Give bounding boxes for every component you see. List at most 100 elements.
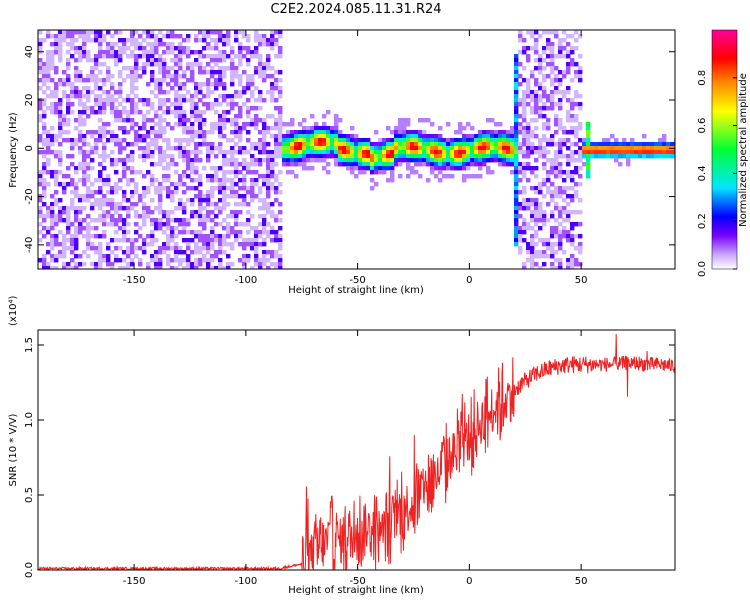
- spectrogram-cell-617: [110, 134, 115, 139]
- spectrogram-cell-33: [42, 62, 47, 67]
- spectrogram-cell-2697: [518, 130, 523, 135]
- spectrogram-cell-135: [54, 34, 59, 39]
- spectrogram-cell-173: [58, 46, 63, 51]
- spectrogram-cell-1201: [182, 110, 187, 115]
- snr-line: [38, 333, 675, 570]
- spectrogram-cell-114: [50, 134, 55, 139]
- spectrogram-cell-1799: [250, 226, 255, 231]
- spectrogram-cell-972: [154, 218, 159, 223]
- spectrogram-cell-1393: [202, 226, 207, 231]
- spectrogram-cell-2307: [386, 142, 391, 147]
- spectrogram-cell-3232: [598, 142, 603, 147]
- spectrogram-cell-2224: [350, 146, 355, 151]
- spectrogram-cell-3139: [570, 210, 575, 215]
- spectrogram-cell-989: [158, 78, 163, 83]
- spectrogram-cell-2261: [366, 146, 371, 151]
- spectrogram-cell-1172: [178, 118, 183, 123]
- spectrogram-cell-1010: [158, 194, 163, 199]
- spectrogram-cell-923: [150, 78, 155, 83]
- snr-ytick-label-2: 1.0: [24, 412, 35, 428]
- spectrogram-cell-2417: [426, 138, 431, 143]
- spectrogram-cell-2641: [514, 70, 519, 75]
- spectrogram-cell-319: [74, 194, 79, 199]
- spectrogram-cell-1744: [246, 34, 251, 39]
- spectrogram-cell-3164: [574, 150, 579, 155]
- spectrogram-cell-429: [86, 214, 91, 219]
- spectrogram-cell-1308: [194, 134, 199, 139]
- spectrogram-cell-38: [42, 82, 47, 87]
- spectrogram-cell-1876: [262, 70, 267, 75]
- spectrogram-cell-2148: [318, 158, 323, 163]
- spectrogram-cell-1814: [254, 106, 259, 111]
- spectrogram-cell-71: [46, 54, 51, 59]
- spectrogram-cell-2603: [498, 146, 503, 151]
- colorbar-tick-label-2: 0.4: [697, 165, 708, 181]
- spectrogram-cell-2344: [398, 146, 403, 151]
- spectrogram-cell-346: [78, 110, 83, 115]
- spectrogram-cell-1950: [270, 94, 275, 99]
- spectrogram-cell-1233: [186, 66, 191, 71]
- spectrogram-cell-982: [158, 38, 163, 43]
- spectrogram-cell-37: [42, 78, 47, 83]
- spectrogram-cell-1333: [198, 62, 203, 67]
- spectrogram-cell-1367: [198, 258, 203, 263]
- spectrogram-cell-2300: [382, 154, 387, 159]
- spectrogram-cell-1535: [218, 222, 223, 227]
- spectrogram-cell-366: [78, 254, 83, 259]
- spectrogram-cell-1734: [242, 198, 247, 203]
- spectrogram-cell-425: [86, 186, 91, 191]
- spectrogram-cell-386: [82, 150, 87, 155]
- spectrogram-cell-1657: [234, 114, 239, 119]
- spectrogram-cell-1338: [198, 90, 203, 95]
- spectrogram-cell-1955: [270, 150, 275, 155]
- spectrogram-cell-265: [66, 262, 71, 267]
- spectrogram-cell-3033: [558, 126, 563, 131]
- spectrogram-cell-1301: [194, 94, 199, 99]
- spectrogram-cell-2161: [326, 110, 331, 115]
- spectrogram-cell-717: [122, 190, 127, 195]
- spectrogram-cell-2179: [330, 154, 335, 159]
- spectrogram-cell-3104: [566, 186, 571, 191]
- spectrogram-cell-1422: [206, 190, 211, 195]
- spectrogram-cell-1619: [230, 78, 235, 83]
- spectrogram-cell-1658: [234, 118, 239, 123]
- spectrogram-cell-826: [134, 238, 139, 243]
- spectrogram-cell-2125: [310, 146, 315, 151]
- spectrogram-cell-2520: [466, 138, 471, 143]
- spectrogram-cell-1697: [238, 130, 243, 135]
- spectrogram-cell-3191: [578, 154, 583, 159]
- spectrogram-cell-983: [158, 42, 163, 47]
- spectrogram-cell-467: [94, 38, 99, 43]
- spectrogram-cell-3076: [562, 206, 567, 211]
- spectrogram-cell-326: [74, 234, 79, 239]
- spectrogram-cell-86: [46, 150, 51, 155]
- spectrogram-cell-567: [102, 222, 107, 227]
- spectrogram-cell-394: [82, 182, 87, 187]
- spectrogram-cell-32: [42, 38, 47, 43]
- spectrogram-cell-639: [114, 62, 119, 67]
- spectrogram-cell-2836: [534, 158, 539, 163]
- spectrogram-cell-865: [142, 134, 147, 139]
- spectrogram-cell-2223: [350, 142, 355, 147]
- spectrogram-cell-2711: [518, 234, 523, 239]
- spectrogram-cell-1663: [234, 142, 239, 147]
- spectrogram-cell-693: [118, 226, 123, 231]
- spectrogram-cell-474: [94, 82, 99, 87]
- spectrogram-cell-72: [46, 58, 51, 63]
- spectrogram-cell-926: [150, 106, 155, 111]
- spectrogram-cell-1210: [182, 154, 187, 159]
- spectrogram-cell-2738: [522, 174, 527, 179]
- spectrogram-cell-3089: [566, 70, 571, 75]
- spectrogram-cell-3218: [586, 154, 591, 159]
- spectrogram-cell-121: [50, 202, 55, 207]
- spectrogram-cell-3302: [654, 154, 659, 159]
- spectrogram-cell-2609: [502, 134, 507, 139]
- spectrogram-cell-1251: [186, 222, 191, 227]
- spectrogram-cell-2095: [298, 158, 303, 163]
- spectrogram-cell-1494: [214, 178, 219, 183]
- spectrogram-cell-1808: [254, 50, 259, 55]
- spectrogram-cell-1033: [162, 98, 167, 103]
- spectrogram-cell-297: [70, 266, 75, 269]
- spectrogram-cell-1209: [182, 150, 187, 155]
- spectrogram-cell-1634: [230, 170, 235, 175]
